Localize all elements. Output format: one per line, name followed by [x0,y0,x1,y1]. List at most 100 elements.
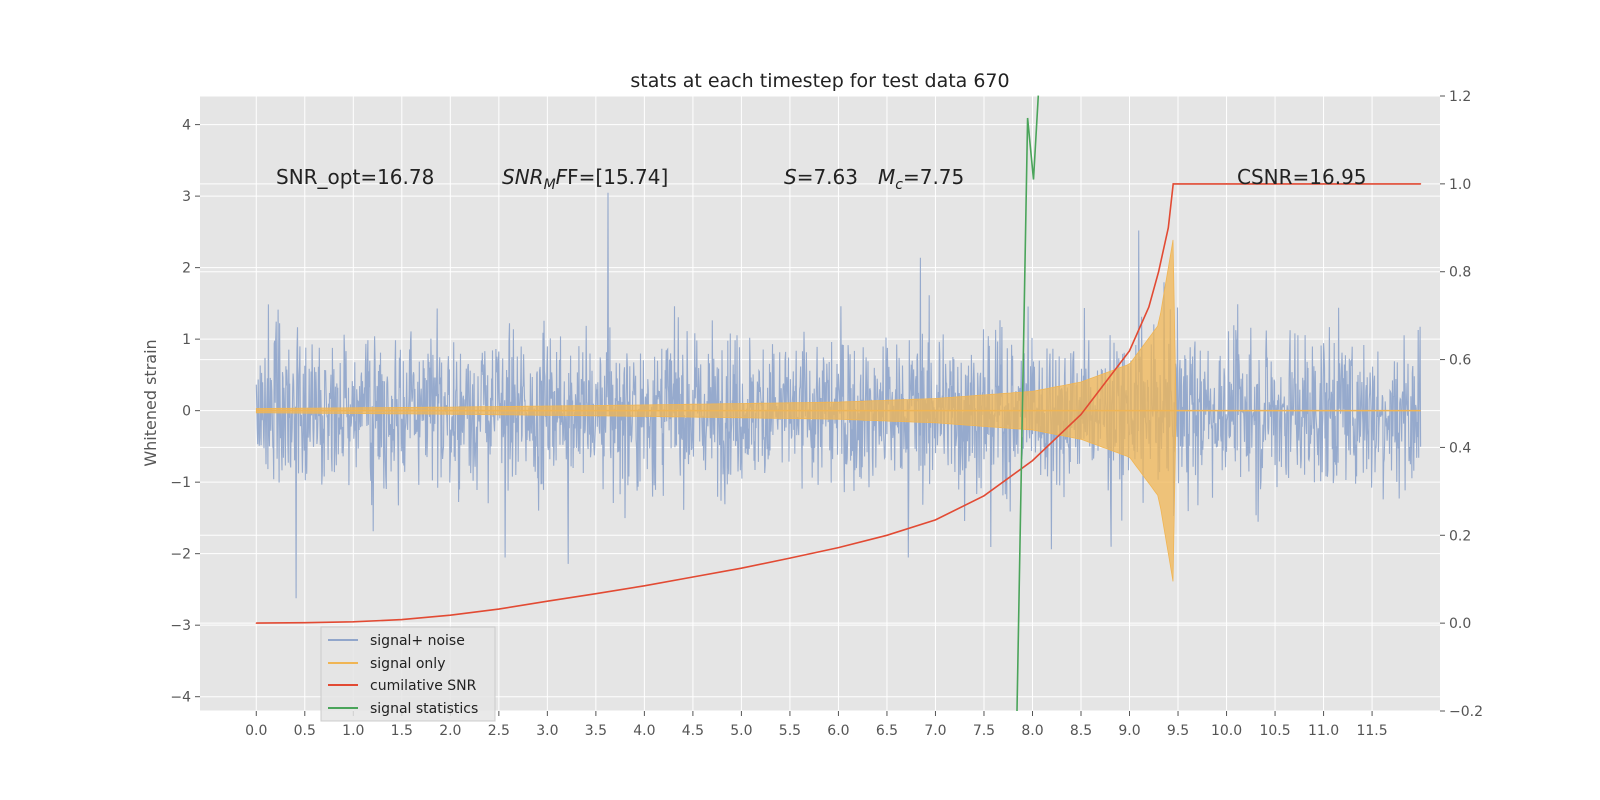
x-tick-label-6: 3.0 [536,723,558,739]
x-tick-label-12: 6.0 [827,723,849,739]
y-axis-right-ticks: −0.2 0.0 0.2 0.4 0.6 0.8 1.0 1.2 [1440,89,1483,720]
x-tick-label-18: 9.0 [1118,723,1140,739]
x-tick-label-5: 2.5 [488,723,510,739]
annotation-mc-value: =7.75 [903,165,964,189]
point-cumilative-snr-9 [692,576,694,578]
x-tick-label-19: 9.5 [1167,723,1189,739]
line-cumilative-snr [256,183,1421,624]
x-tick-label-16: 8.0 [1021,723,1043,739]
line-signal-statistics [1016,95,1040,712]
series-cumilative-snr [255,183,1422,624]
y-left-tick-label-7: 3 [182,189,191,205]
x-tick-label-21: 10.5 [1259,723,1290,739]
y-right-tick-label-4: 0.6 [1449,353,1471,369]
point-cumilative-snr-3 [401,619,403,621]
y-right-tick-label-3: 0.4 [1449,440,1471,456]
y-right-tick-label-2: 0.2 [1449,528,1471,544]
x-tick-label-1: 0.5 [294,723,316,739]
line-signal-plus-noise [255,192,1422,599]
x-axis-ticks: 0.0 0.5 1.0 1.5 2.0 2.5 3.0 3.5 4.0 4.5 5.0 5.5 6.0 6… [245,711,1388,739]
series-signal-statistics [1016,95,1040,712]
legend-label-signal-plus-noise: signal+ noise [370,633,465,649]
point-cumilative-snr-11 [789,557,791,559]
x-tick-label-22: 11.0 [1308,723,1339,739]
y-axis-label: Whitened strain [141,339,160,466]
point-cumilative-snr-10 [740,567,743,569]
x-tick-label-17: 8.5 [1070,723,1092,739]
x-tick-label-20: 10.0 [1211,723,1242,739]
y-left-tick-label-4: 0 [182,404,191,420]
point-cumilative-snr-13 [886,534,888,536]
annotation-s-sym: S [784,165,797,189]
annotation-snr-opt: SNR_opt=16.78 [276,165,434,189]
annotation-snr-mf: SNRMFF=[15.74] [502,165,668,193]
series-signal-only [255,239,1421,582]
legend: signal+ noise signal only cumilative SNR… [320,626,496,722]
x-tick-label-8: 4.0 [633,723,655,739]
x-tick-label-3: 1.5 [391,723,413,739]
annotation-snr-mf-f: F [556,165,568,189]
chart-title: stats at each timestep for test data 670 [630,70,1009,92]
x-tick-label-23: 11.5 [1356,723,1387,739]
point-cumilative-snr-12 [837,547,840,549]
annotation-snr-mf-main: SNR [502,165,544,189]
y-right-tick-label-5: 0.8 [1449,265,1471,281]
x-tick-label-11: 5.5 [779,723,801,739]
point-cumilative-snr-15 [983,495,985,497]
x-tick-label-7: 3.5 [585,723,607,739]
legend-box [320,626,496,722]
y-right-tick-label-0: −0.2 [1449,704,1483,720]
annotation-s-value: =7.63 [797,165,858,189]
point-cumilative-snr-4 [449,614,451,616]
annotation-csnr: CSNR=16.95 [1237,165,1367,189]
y-left-tick-label-3: −1 [170,475,191,491]
point-cumilative-snr-5 [498,608,500,610]
x-tick-label-15: 7.5 [973,723,995,739]
annotation-mc-stat: Mc=7.75 [878,165,964,193]
point-cumilative-snr-2 [352,621,354,623]
y-left-tick-label-5: 1 [182,332,191,348]
y-right-tick-label-6: 1.0 [1449,177,1471,193]
point-cumilative-snr-20 [1158,271,1160,273]
point-cumilative-snr-1 [304,622,306,624]
legend-label-signal-statistics: signal statistics [370,701,478,717]
point-cumilative-snr-22 [1172,183,1174,185]
point-cumilative-snr-8 [643,585,646,587]
y-left-tick-label-0: −4 [170,690,191,706]
y-left-tick-label-6: 2 [182,261,191,277]
annotation-mc-sym: M [878,165,895,189]
legend-label-signal-only: signal only [370,656,445,672]
annotation-snr-mf-sub: M [544,177,556,193]
y-left-tick-label-2: −2 [170,547,191,563]
x-tick-label-13: 6.5 [876,723,898,739]
x-tick-label-14: 7.0 [924,723,946,739]
y-right-tick-label-1: 0.0 [1449,616,1471,632]
y-right-tick-label-7: 1.2 [1449,89,1471,105]
point-cumilative-snr-23 [1225,183,1228,185]
point-cumilative-snr-16 [1031,460,1034,462]
point-cumilative-snr-25 [1420,183,1422,185]
x-tick-label-10: 5.0 [730,723,752,739]
point-cumilative-snr-18 [1128,350,1131,352]
x-tick-label-2: 1.0 [342,723,364,739]
y-axis-left-ticks: −4 −3 −2 −1 0 1 2 3 4 [170,118,200,706]
point-cumilative-snr-21 [1167,227,1169,229]
annotation-snr-mf-rest: F=[15.74] [567,165,668,189]
y-left-tick-label-8: 4 [182,118,191,134]
annotation-mc-sub: c [895,177,903,193]
point-cumilative-snr-24 [1323,183,1325,185]
legend-label-cumilative-snr: cumilative SNR [370,678,477,694]
point-cumilative-snr-7 [595,593,597,595]
series-signal-plus-noise [255,192,1422,599]
x-tick-label-0: 0.0 [245,723,267,739]
point-cumilative-snr-0 [255,622,257,624]
point-cumilative-snr-6 [546,600,549,602]
point-cumilative-snr-17 [1080,413,1082,416]
y-left-tick-label-1: −3 [170,618,191,634]
point-cumilative-snr-19 [1148,306,1150,308]
point-cumilative-snr-14 [934,519,937,521]
x-tick-label-9: 4.5 [682,723,704,739]
x-tick-label-4: 2.0 [439,723,461,739]
annotation-s-stat: S=7.63 [784,165,858,189]
